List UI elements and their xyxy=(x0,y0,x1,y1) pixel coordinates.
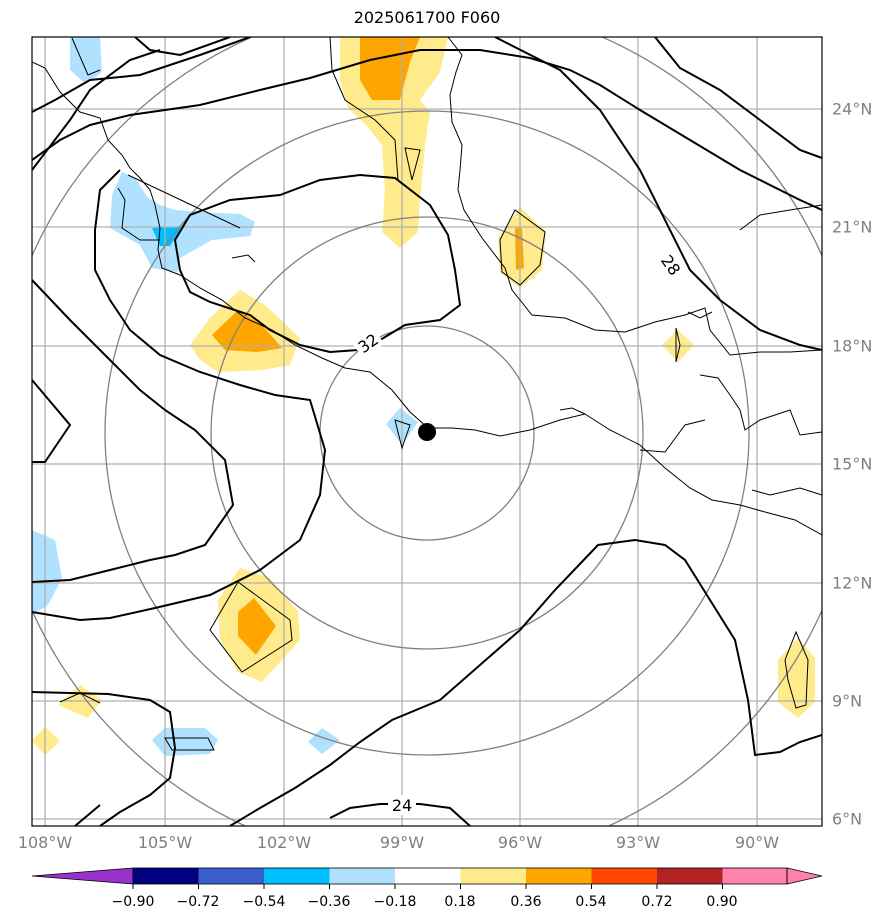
colorbar-tick-label: 0.90 xyxy=(706,894,738,910)
lat-label: 15°N xyxy=(832,454,873,474)
colorbar-segment xyxy=(31,867,134,885)
lat-lon-grid xyxy=(32,37,822,826)
colorbar xyxy=(31,867,823,889)
colorbar-segment xyxy=(722,868,787,884)
map-title: 2025061700 F060 xyxy=(353,8,501,27)
lat-label: 18°N xyxy=(832,336,873,356)
colorbar-tick-label: 0.54 xyxy=(575,894,607,910)
contour-lines xyxy=(32,37,822,826)
lon-label: 108°W xyxy=(17,833,73,852)
colorbar-segment xyxy=(198,868,264,884)
lon-label: 105°W xyxy=(137,833,193,852)
positive-anomaly-area xyxy=(778,638,815,718)
strong-positive-anomaly-area xyxy=(238,598,276,655)
colorbar-tick-label: 0.36 xyxy=(510,894,542,910)
coastlines xyxy=(32,37,822,751)
colorbar-segment xyxy=(526,868,592,884)
svg-text:24: 24 xyxy=(392,796,412,815)
lat-label: 9°N xyxy=(832,691,863,711)
colorbar-segment xyxy=(329,868,395,884)
contour-label-24: 24 xyxy=(388,795,416,815)
range-rings xyxy=(32,37,822,826)
colorbar-tick-label: −0.54 xyxy=(242,894,286,910)
negative-anomaly-area xyxy=(110,172,255,272)
lon-label: 90°W xyxy=(734,833,780,852)
colorbar-segment xyxy=(395,868,461,884)
colorbar-segment xyxy=(786,867,823,885)
storm-center-marker xyxy=(418,423,436,441)
colorbar-segment xyxy=(591,868,657,884)
lat-label: 24°N xyxy=(832,99,873,119)
lon-label: 99°W xyxy=(379,833,425,852)
colorbar-tick-label: −0.90 xyxy=(111,894,155,910)
colorbar-tick-label: −0.36 xyxy=(307,894,351,910)
colorbar-segment xyxy=(657,868,723,884)
strong-positive-anomaly-area xyxy=(212,310,282,352)
lon-label: 96°W xyxy=(497,833,543,852)
negative-anomaly-area xyxy=(152,728,218,756)
lon-label: 102°W xyxy=(256,833,312,852)
negative-anomaly-area xyxy=(308,728,340,754)
lat-label: 21°N xyxy=(832,217,873,237)
lat-label: 6°N xyxy=(832,809,863,829)
lat-label: 12°N xyxy=(832,573,873,593)
colorbar-tick-label: 0.18 xyxy=(444,894,476,910)
negative-anomaly-area xyxy=(32,530,62,615)
colorbar-tick-label: −0.72 xyxy=(176,894,220,910)
colorbar-segment xyxy=(133,868,199,884)
colorbar-segment xyxy=(264,868,330,884)
lon-label: 93°W xyxy=(615,833,661,852)
colorbar-tick-label: 0.72 xyxy=(641,894,673,910)
positive-anomaly-area xyxy=(32,727,60,755)
colorbar-tick-label: −0.18 xyxy=(373,894,417,910)
colorbar-segment xyxy=(460,868,526,884)
